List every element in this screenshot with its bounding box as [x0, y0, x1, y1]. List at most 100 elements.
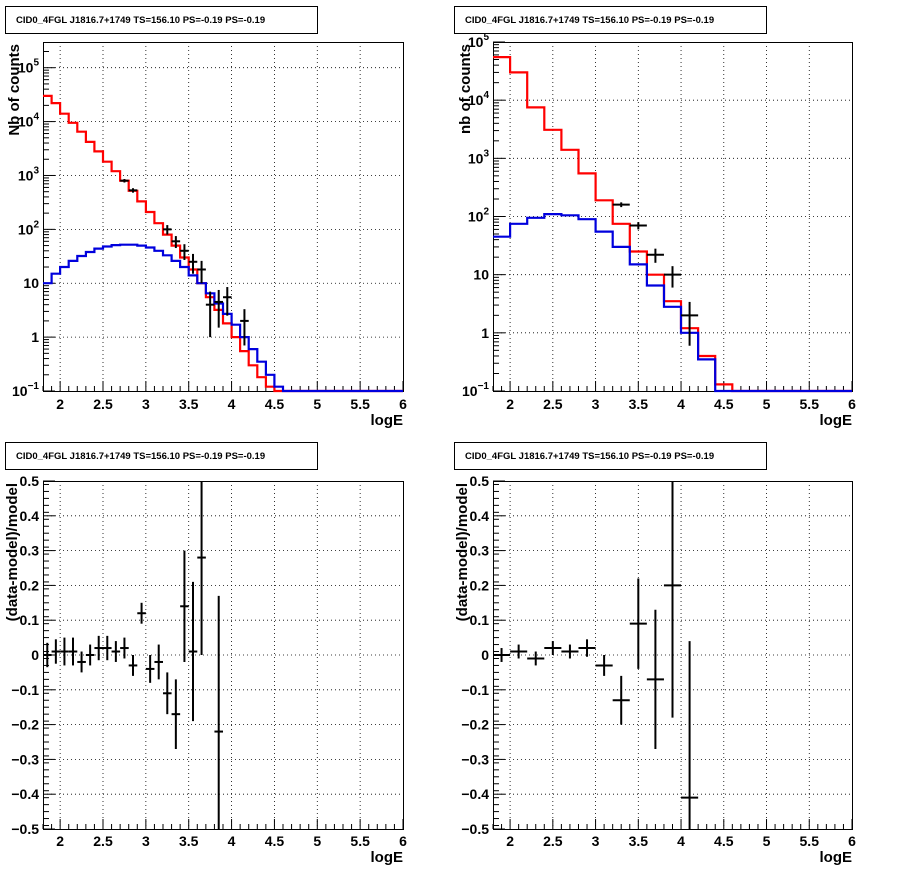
- y-tick-label: −0.3: [11, 751, 39, 767]
- residual-point: [51, 639, 61, 664]
- y-tick-label: 0.5: [470, 473, 490, 489]
- y-tick-label: −0.2: [461, 717, 489, 733]
- x-tick-label: 5: [313, 396, 321, 412]
- residual-point: [510, 644, 528, 659]
- residual-point: [681, 641, 699, 829]
- residual-point: [527, 651, 545, 666]
- y-tick-label: −0.4: [11, 786, 39, 802]
- residual-point: [68, 637, 78, 666]
- y-tick-label: 0: [481, 647, 489, 663]
- x-tick-label: 3: [592, 833, 600, 849]
- x-tick-label: 3: [142, 396, 150, 412]
- y-tick-label: 0.1: [470, 612, 490, 628]
- y-tick-label: 105: [18, 58, 40, 76]
- x-tick-label: 2.5: [543, 833, 563, 849]
- y-tick-label: 0.3: [20, 543, 40, 559]
- data-point: [171, 236, 181, 249]
- x-axis-label: logE: [371, 849, 404, 866]
- y-tick-label: 0.2: [20, 577, 40, 593]
- residual-point: [77, 651, 86, 673]
- data-point: [205, 291, 215, 338]
- y-tick-label: 0.4: [470, 508, 490, 524]
- x-tick-label: 4.5: [714, 833, 734, 849]
- histogram-source-model: [493, 213, 852, 393]
- residual-point: [663, 481, 682, 718]
- x-tick-label: 4: [677, 833, 685, 849]
- x-tick-label: 3.5: [629, 396, 649, 412]
- x-tick-label: 6: [848, 396, 856, 412]
- residual-point: [154, 644, 163, 680]
- x-tick-label: 3: [142, 833, 150, 849]
- data-point: [188, 253, 198, 274]
- y-tick-label: 103: [18, 165, 40, 183]
- panel-counts-left: CID0_4FGL J1816.7+1749 TS=156.10 PS=-0.1…: [5, 6, 407, 429]
- y-tick-label: 1: [481, 325, 489, 341]
- data-point: [223, 287, 232, 316]
- y-tick-label: 1: [31, 329, 39, 345]
- residual-point: [197, 481, 206, 655]
- x-tick-label: 4: [677, 396, 685, 412]
- residual-point: [128, 655, 138, 676]
- y-tick-base: 10: [468, 92, 484, 108]
- y-tick-exponent: 4: [33, 112, 39, 123]
- y-tick-label: 0.4: [20, 508, 40, 524]
- y-tick-base: 10: [468, 209, 484, 225]
- y-tick-exponent: −1: [28, 381, 40, 392]
- y-tick-label: 10: [473, 267, 489, 283]
- data-point: [663, 266, 682, 288]
- x-tick-label: 2.5: [93, 833, 113, 849]
- y-tick-base: 10: [18, 221, 34, 237]
- plot-frame: [43, 42, 404, 392]
- y-tick-label: −0.5: [11, 821, 39, 837]
- x-tick-label: 4.5: [265, 396, 285, 412]
- data-point: [612, 202, 630, 208]
- data-point: [629, 222, 647, 230]
- x-tick-label: 3.5: [629, 833, 649, 849]
- y-tick-label: −0.1: [461, 682, 489, 698]
- y-tick-label: 0.2: [470, 577, 490, 593]
- residual-point: [493, 648, 511, 662]
- y-tick-base: 10: [18, 114, 34, 130]
- residual-point: [188, 581, 198, 722]
- x-tick-label: 5: [763, 833, 771, 849]
- x-tick-label: 3.5: [179, 833, 199, 849]
- x-tick-label: 5.5: [350, 396, 370, 412]
- plot-frame: [493, 42, 853, 392]
- x-axis-label: logE: [820, 412, 853, 429]
- data-point: [214, 289, 223, 328]
- residual-point: [145, 655, 155, 683]
- y-tick-label: 10−1: [462, 381, 489, 399]
- y-tick-base: 10: [18, 167, 34, 183]
- histogram-source-model: [43, 243, 403, 393]
- residual-point: [629, 578, 647, 669]
- y-tick-label: 103: [468, 148, 490, 166]
- y-tick-base: 10: [462, 383, 478, 399]
- x-tick-label: 3: [592, 396, 600, 412]
- residual-point: [163, 672, 172, 715]
- chart-title: CID0_4FGL J1816.7+1749 TS=156.10 PS=-0.1…: [16, 451, 265, 462]
- data-point: [180, 244, 189, 260]
- y-tick-exponent: 5: [33, 58, 39, 69]
- x-tick-label: 2: [506, 396, 514, 412]
- chart-title: CID0_4FGL J1816.7+1749 TS=156.10 PS=-0.1…: [465, 451, 714, 462]
- y-tick-label: 104: [468, 90, 490, 108]
- histogram-total-model: [493, 56, 852, 393]
- x-tick-label: 4.5: [265, 833, 285, 849]
- x-tick-label: 6: [399, 396, 407, 412]
- y-tick-label: −0.1: [11, 682, 39, 698]
- y-tick-base: 10: [18, 60, 34, 76]
- x-tick-label: 2.5: [543, 396, 563, 412]
- residual-point: [60, 637, 69, 666]
- y-tick-label: 10−1: [12, 381, 39, 399]
- x-tick-label: 2.5: [93, 396, 113, 412]
- y-tick-label: 0: [31, 647, 39, 663]
- residual-point: [120, 637, 129, 659]
- y-tick-label: 102: [468, 207, 490, 225]
- y-tick-label: 0.1: [20, 612, 40, 628]
- x-tick-label: 5: [313, 833, 321, 849]
- panel-residuals-right: CID0_4FGL J1816.7+1749 TS=156.10 PS=-0.1…: [454, 442, 856, 866]
- x-axis-label: logE: [820, 849, 853, 866]
- x-tick-label: 5.5: [800, 833, 820, 849]
- x-tick-label: 6: [399, 833, 407, 849]
